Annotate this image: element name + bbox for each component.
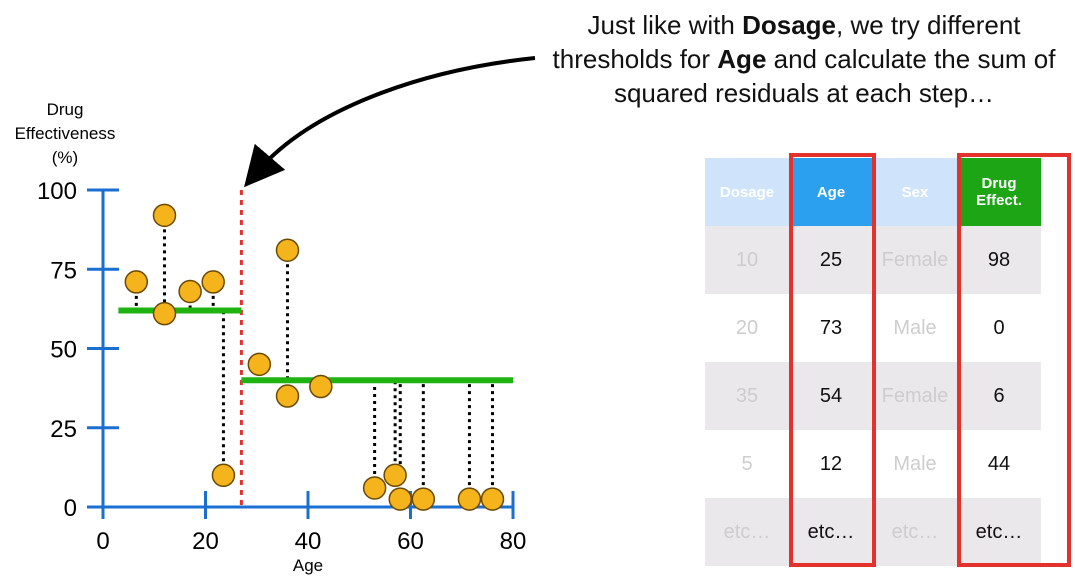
y-tick-label: 25: [50, 416, 77, 443]
table-header-row: Dosage Age Sex Drug Effect.: [705, 158, 1041, 226]
cell-sex: Female: [873, 226, 957, 294]
data-point: [457, 487, 482, 511]
drug-effect-column-highlight: [957, 153, 1071, 567]
table-row: 10 25 Female 98: [705, 226, 1041, 294]
caption-part-1: Just like with: [587, 10, 743, 40]
arrow-path: [243, 56, 536, 188]
cell-drug-effect: 98: [957, 226, 1041, 294]
cell-dosage: 10: [705, 226, 789, 294]
caption-text: Just like with Dosage, we try different …: [540, 8, 1068, 110]
data-point: [383, 463, 407, 488]
caption-bold-dosage: Dosage: [742, 10, 837, 40]
table-row: 20 73 Male 0: [705, 294, 1041, 362]
caption-part-3: and calculate the sum of squared residua…: [613, 44, 1056, 108]
header-age: Age: [789, 158, 873, 226]
cell-drug-effect: etc…: [957, 498, 1041, 566]
y-axis-label: Drug Effectiveness (%): [0, 98, 130, 170]
cell-drug-effect: 44: [957, 430, 1041, 498]
cell-age: 54: [789, 362, 873, 430]
data-point: [411, 487, 436, 511]
data-point: [388, 487, 412, 511]
header-sex: Sex: [873, 158, 957, 226]
table-row: 35 54 Female 6: [705, 362, 1041, 430]
x-axis-label: Age: [292, 556, 324, 575]
data-point: [247, 352, 272, 377]
cell-drug-effect: 0: [957, 294, 1041, 362]
cell-age: etc…: [789, 498, 873, 566]
cell-sex: Male: [873, 294, 957, 362]
header-drug-effect: Drug Effect.: [957, 158, 1041, 226]
cell-dosage: 35: [705, 362, 789, 430]
cell-sex: Female: [873, 362, 957, 430]
y-tick-label: 0: [64, 495, 77, 522]
cell-sex: Male: [873, 430, 957, 498]
x-tick-label: 0: [96, 528, 109, 555]
x-tick-label: 60: [397, 528, 424, 555]
data-point: [178, 279, 202, 304]
y-tick-label: 100: [37, 178, 77, 205]
cell-dosage: 20: [705, 294, 789, 362]
cell-age: 73: [789, 294, 873, 362]
data-point: [124, 270, 149, 294]
header-dosage: Dosage: [705, 158, 789, 226]
data-point: [362, 476, 387, 500]
cell-sex: etc…: [873, 498, 957, 566]
x-tick-label: 20: [192, 528, 219, 555]
data-point: [275, 238, 300, 262]
y-axis-label-line-2: Effectiveness: [14, 124, 116, 143]
data-point: [480, 487, 505, 511]
data-point: [201, 270, 225, 294]
cell-age: 12: [789, 430, 873, 498]
table-row: etc… etc… etc… etc…: [705, 498, 1041, 566]
x-tick-label: 40: [295, 528, 322, 555]
data-point: [152, 203, 177, 228]
data-table: Dosage Age Sex Drug Effect. 10 25 Female…: [705, 158, 1041, 566]
data-point: [211, 463, 236, 488]
data-point: [275, 384, 300, 408]
y-tick-label: 75: [50, 257, 77, 284]
cell-dosage: etc…: [705, 498, 789, 566]
age-column-highlight: [789, 153, 876, 567]
caption-part-2: , we try different thresholds for: [552, 10, 1021, 74]
y-tick-label: 50: [50, 337, 77, 364]
caption-bold-age: Age: [717, 44, 767, 74]
data-point: [152, 301, 177, 326]
cell-drug-effect: 6: [957, 362, 1041, 430]
table-row: 5 12 Male 44: [705, 430, 1041, 498]
y-axis-label-line-1: Drug: [46, 100, 84, 119]
x-tick-label: 80: [500, 528, 527, 555]
y-axis-label-line-3: (%): [51, 148, 79, 167]
cell-dosage: 5: [705, 430, 789, 498]
data-point: [309, 374, 333, 399]
cell-age: 25: [789, 226, 873, 294]
